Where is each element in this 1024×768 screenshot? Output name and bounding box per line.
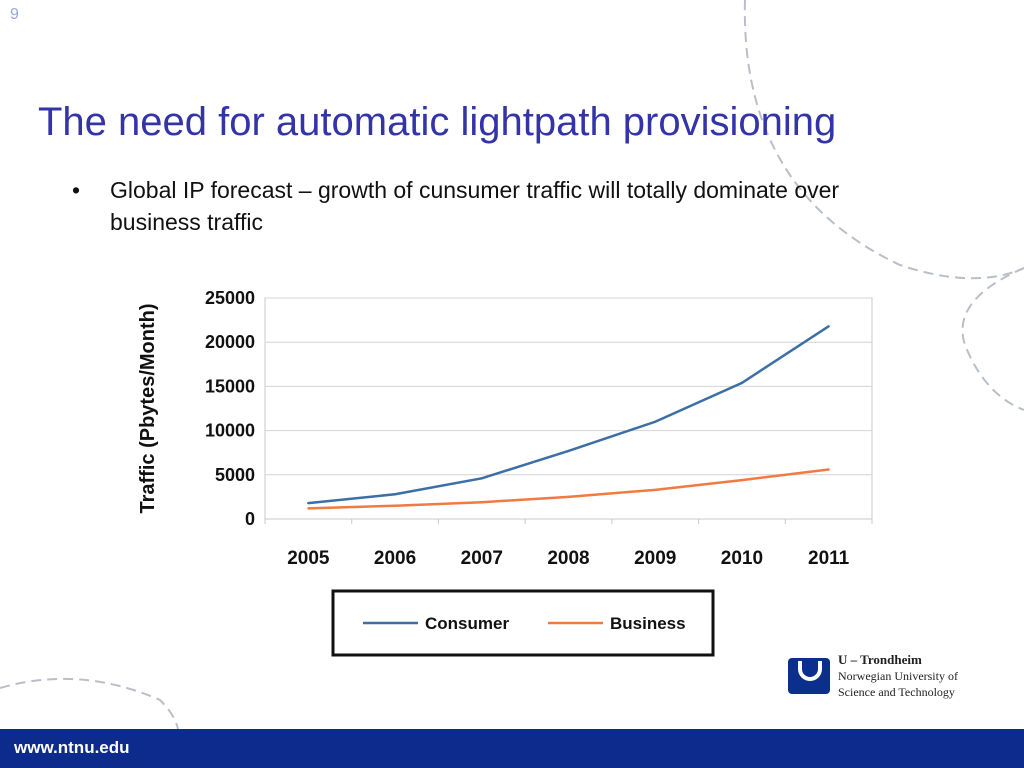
logo-line-3: Science and Technology [838, 685, 955, 699]
data-point-business [480, 501, 483, 504]
data-point-consumer [393, 493, 397, 496]
legend-label-business: Business [610, 614, 686, 633]
y-tick-label: 25000 [205, 288, 255, 308]
x-tick-label: 2007 [461, 548, 503, 569]
data-point-business [393, 504, 397, 507]
x-tick-label: 2006 [374, 548, 416, 569]
y-axis-label: Traffic (Pbytes/Month) [137, 303, 159, 513]
x-tick-label: 2009 [634, 548, 676, 569]
ntnu-emblem-icon [788, 658, 830, 694]
y-tick-label: 0 [245, 509, 255, 529]
slide-number: 9 [10, 6, 19, 23]
y-tick-label: 5000 [215, 465, 255, 485]
x-tick-label: 2008 [547, 548, 589, 569]
slide-title: The need for automatic lightpath provisi… [38, 100, 837, 144]
bullet-marker: • [72, 177, 81, 203]
footer-bar: www.ntnu.edu [0, 729, 1024, 768]
logo-line-2: Norwegian University of [838, 669, 958, 683]
data-point-consumer [480, 477, 483, 480]
data-point-consumer [654, 420, 657, 423]
data-point-business [307, 507, 310, 510]
x-tick-label: 2011 [808, 548, 850, 569]
data-point-business [567, 495, 570, 499]
y-tick-label: 20000 [205, 332, 255, 352]
x-tick-label: 2005 [287, 548, 330, 569]
data-point-consumer [740, 381, 744, 385]
bullet-text: Global IP forecast – growth of cunsumer … [110, 177, 840, 235]
y-tick-label: 15000 [205, 376, 255, 396]
legend-label-consumer: Consumer [425, 614, 509, 633]
data-point-business [827, 468, 830, 471]
data-point-consumer [567, 449, 570, 453]
data-point-consumer [827, 325, 830, 328]
y-tick-label: 10000 [205, 421, 255, 441]
data-point-business [654, 488, 657, 492]
footer-url[interactable]: www.ntnu.edu [14, 738, 130, 757]
x-tick-label: 2010 [721, 548, 763, 569]
logo-line-1: U – Trondheim [838, 652, 922, 667]
plot-area [264, 297, 873, 520]
data-point-business [740, 478, 744, 482]
traffic-line-chart: 0 5000 10000 15000 20000 25000 2005 2006 2007 200… [137, 288, 873, 657]
data-point-consumer [307, 501, 310, 505]
ntnu-logo: U – Trondheim Norwegian University of Sc… [788, 650, 1018, 710]
